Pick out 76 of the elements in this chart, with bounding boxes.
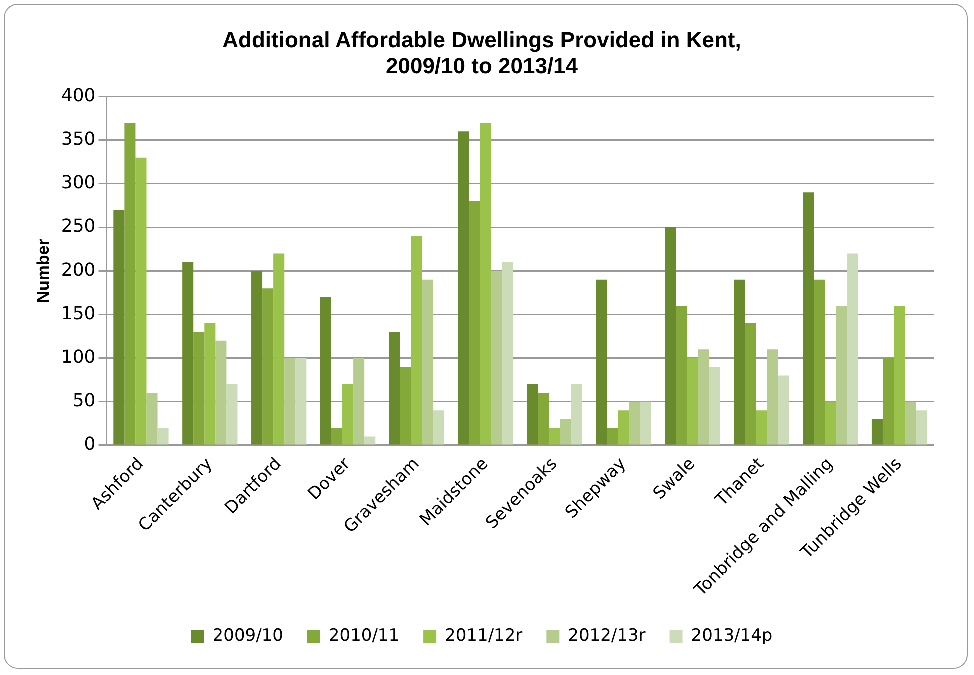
bar <box>538 393 550 445</box>
bar <box>124 122 136 445</box>
bar <box>836 306 848 445</box>
y-axis-title: Number <box>34 238 53 304</box>
bar <box>389 332 400 445</box>
y-tick-label: 350 <box>61 129 96 150</box>
bar <box>607 428 618 445</box>
bar <box>342 384 354 445</box>
bar <box>734 280 746 445</box>
bar <box>629 402 640 445</box>
bar <box>458 132 470 445</box>
bar <box>114 210 125 445</box>
bar <box>676 306 688 445</box>
legend-label: 2012/13r <box>568 626 646 646</box>
bar <box>665 228 676 445</box>
y-tick-label: 50 <box>72 390 96 412</box>
bar <box>136 158 147 445</box>
bar <box>596 280 608 445</box>
bar <box>778 376 790 445</box>
y-tick-label: 150 <box>61 303 96 324</box>
bar <box>571 384 582 445</box>
bar <box>698 350 710 445</box>
y-tick-label: 300 <box>61 172 96 194</box>
bar <box>158 428 169 445</box>
bar <box>182 262 194 445</box>
legend-label: 2013/14p <box>691 626 773 646</box>
bar <box>905 402 916 445</box>
bar <box>354 358 365 445</box>
bar <box>274 254 285 445</box>
bar <box>252 271 263 445</box>
bar <box>803 192 814 445</box>
bar <box>284 358 296 445</box>
bar <box>434 410 445 445</box>
chart-title: Additional Affordable Dwellings Provided in Kent, 2009/10 to 2013/14 <box>222 27 742 79</box>
bar <box>400 367 412 445</box>
bar <box>491 271 502 445</box>
bar <box>527 384 538 445</box>
bar <box>767 350 778 445</box>
bar <box>756 410 768 445</box>
bar <box>146 393 158 445</box>
bar <box>560 419 572 445</box>
bar <box>814 280 826 445</box>
bar <box>320 297 332 445</box>
bar <box>411 236 422 445</box>
y-tick-label: 100 <box>61 346 96 368</box>
bar <box>331 428 343 445</box>
bar <box>825 402 836 445</box>
bar <box>480 122 492 445</box>
bar <box>216 340 227 445</box>
bar <box>618 410 630 445</box>
bar <box>709 367 720 445</box>
bar <box>226 384 238 445</box>
bar <box>916 410 928 445</box>
bar <box>204 323 216 445</box>
legend-label: 2011/12r <box>445 626 523 646</box>
y-tick-label: 250 <box>61 216 96 238</box>
legend-label: 2009/10 <box>212 626 284 646</box>
bar <box>872 419 883 445</box>
bar <box>502 262 514 445</box>
bar <box>364 436 376 445</box>
bar <box>469 201 480 445</box>
bar <box>262 288 274 445</box>
bar <box>687 358 698 445</box>
bar <box>882 358 894 445</box>
bar <box>194 332 205 445</box>
bar <box>745 323 756 445</box>
bar <box>847 254 858 445</box>
bar <box>422 280 434 445</box>
y-tick-label: 400 <box>61 85 96 106</box>
y-tick-label: 0 <box>84 434 96 456</box>
bar <box>640 402 652 445</box>
legend-label: 2010/11 <box>328 626 400 646</box>
bar <box>894 306 906 445</box>
y-tick-label: 200 <box>61 260 96 281</box>
bar <box>296 358 307 445</box>
bar <box>549 428 560 445</box>
